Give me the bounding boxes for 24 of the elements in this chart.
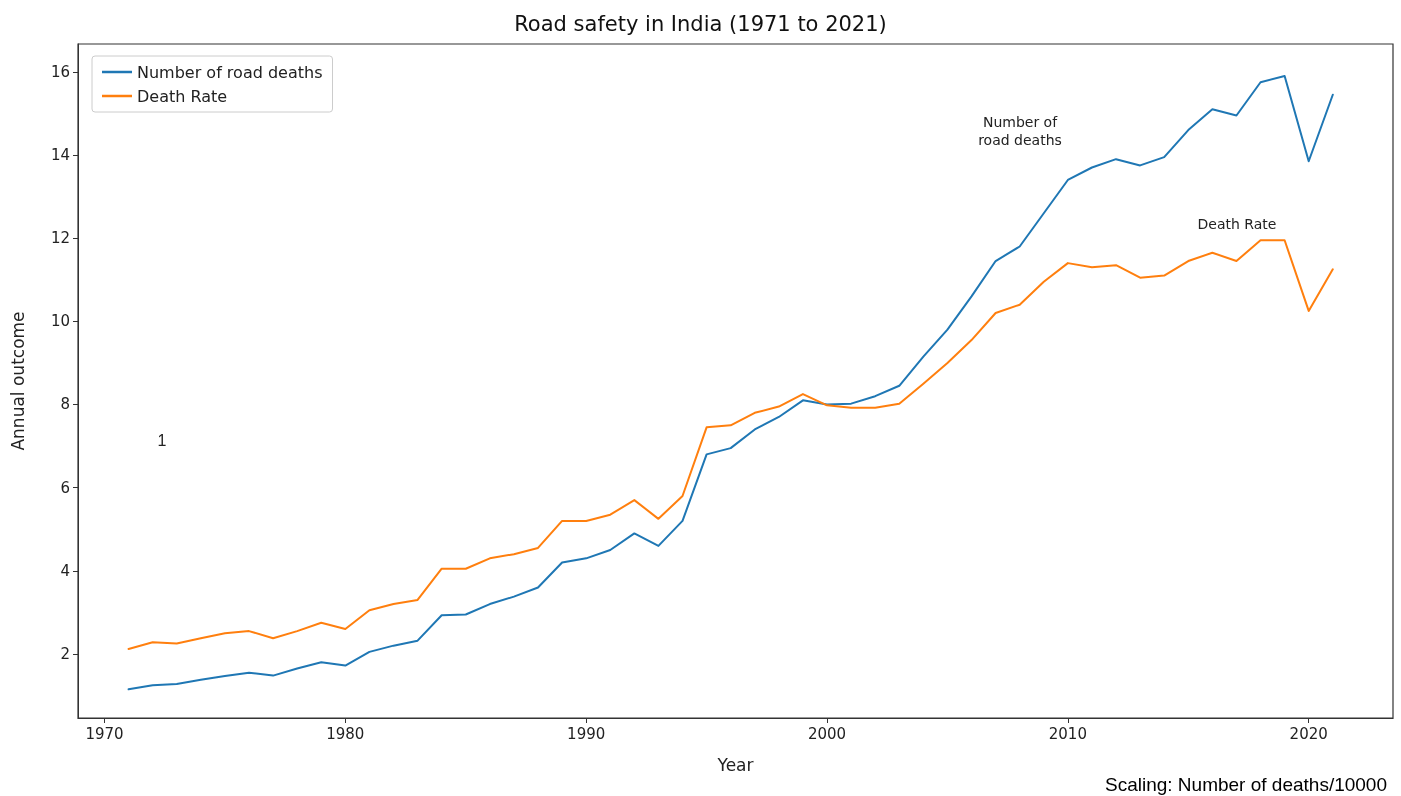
- y-tick-label: 6: [60, 478, 70, 497]
- y-tick-label: 4: [60, 561, 70, 580]
- y-tick-label: 10: [50, 312, 70, 331]
- y-tick-label: 8: [60, 395, 70, 414]
- x-axis-title: Year: [716, 754, 754, 775]
- y-tick-label: 16: [50, 62, 70, 81]
- chart-title: Road safety in India (1971 to 2021): [514, 11, 887, 36]
- y-tick-label: 14: [50, 146, 70, 165]
- annotation: Number of road deaths: [978, 114, 1062, 148]
- x-tick-label: 2000: [807, 724, 847, 743]
- x-tick-label: 1980: [326, 724, 365, 743]
- line-series: [127, 239, 1334, 650]
- annotation: 1: [157, 431, 167, 449]
- text: Scaling: Number of deaths/10000: [1104, 774, 1387, 795]
- y-axis-title: Annual outcome: [7, 311, 28, 451]
- x-tick-label: 1990: [567, 724, 606, 743]
- legend-label: Number of road deaths: [137, 62, 323, 82]
- x-tick-label: 2020: [1289, 724, 1328, 743]
- x-tick-label: 2010: [1048, 724, 1087, 743]
- y-tick-label: 2: [60, 644, 70, 663]
- x-tick-label: 1970: [85, 724, 124, 743]
- legend-label: Death Rate: [137, 86, 228, 106]
- annotation: Death Rate: [1197, 216, 1277, 232]
- y-tick-label: 12: [50, 229, 70, 248]
